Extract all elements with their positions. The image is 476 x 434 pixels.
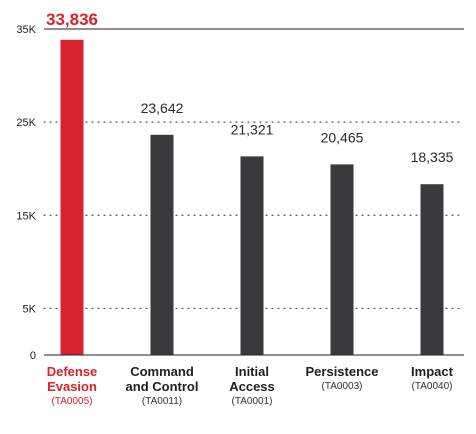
bar-value-label: 18,335 <box>411 149 454 165</box>
bar <box>330 164 354 355</box>
bar-value-label: 21,321 <box>231 121 274 137</box>
category-label: Persistence <box>306 364 379 379</box>
category-code-label: (TA0001) <box>232 396 273 407</box>
category-code-label: (TA0011) <box>142 396 182 407</box>
bar <box>60 39 84 355</box>
y-tick-label: 35K <box>16 24 36 36</box>
bar-value-label: 33,836 <box>46 10 98 29</box>
category-label: Access <box>229 379 275 394</box>
category-label: Command <box>130 364 194 379</box>
category-label: and Control <box>126 379 199 394</box>
bar <box>420 184 444 355</box>
bar-value-label: 23,642 <box>141 100 184 116</box>
category-code-label: (TA0040) <box>412 381 453 392</box>
y-tick-label: 25K <box>16 117 36 129</box>
y-tick-label: 5K <box>23 303 37 315</box>
category-code-label: (TA0005) <box>52 396 93 407</box>
category-label: Impact <box>411 364 454 379</box>
bar <box>240 156 264 355</box>
category-code-label: (TA0003) <box>322 381 363 392</box>
y-tick-label: 0 <box>30 350 36 362</box>
bar-value-label: 20,465 <box>321 129 364 145</box>
category-label: Initial <box>235 364 269 379</box>
bar <box>150 134 174 355</box>
category-label: Evasion <box>47 379 97 394</box>
category-label: Defense <box>47 364 98 379</box>
y-tick-label: 15K <box>16 210 36 222</box>
